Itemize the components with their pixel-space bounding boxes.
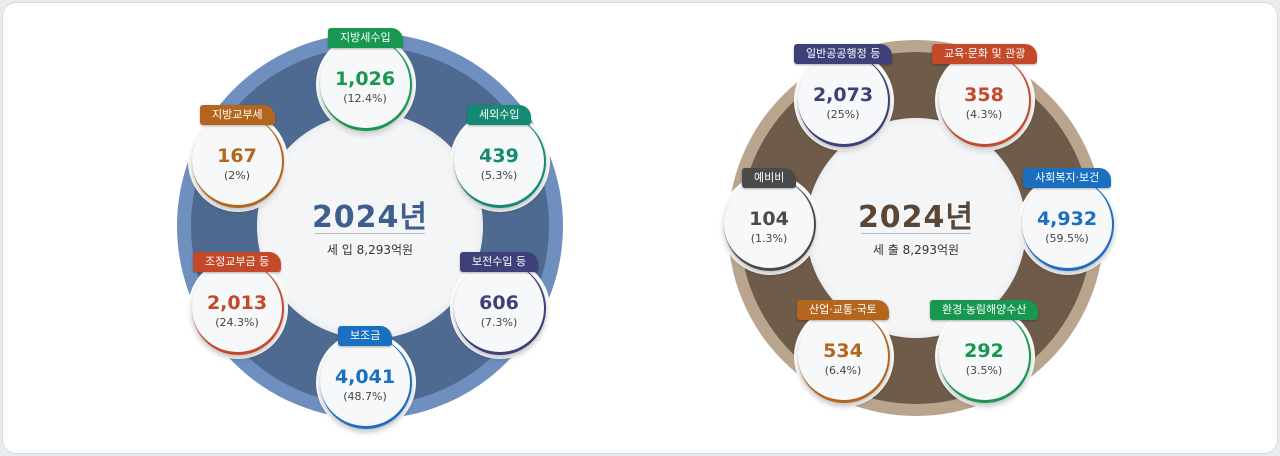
item-label-tag: 세외수입 (467, 105, 532, 125)
revenue-diagram: 2024년 세 입 8,293억원 1,026 (12.4%) 지방세수입 439 (… (177, 28, 563, 432)
item-percent: (2%) (223, 169, 251, 182)
item-value: 4,041 (334, 366, 396, 388)
revenue-center-disc (257, 113, 483, 339)
item-circle: 358 (4.3%) (939, 54, 1031, 147)
item-label-tag: 보조금 (338, 326, 393, 346)
revenue-total: 세 입 8,293억원 (326, 243, 414, 257)
item-circle: 4,041 (48.7%) (320, 336, 412, 429)
revenue-item: 439 (5.3%) 세외수입 (454, 105, 550, 211)
item-label-tag: 환경·농림해양수산 (930, 300, 1039, 320)
expenditure-item: 4,932 (59.5%) 사회복지·보건 (1022, 168, 1118, 274)
item-circle: 439 (5.3%) (454, 115, 546, 208)
revenue-item: 1,026 (12.4%) 지방세수입 (320, 28, 416, 134)
item-circle: 167 (2%) (192, 115, 284, 208)
item-label-tag: 조정교부금 등 (193, 252, 282, 272)
revenue-year: 2024년 (311, 200, 429, 235)
expenditure-item: 104 (1.3%) 예비비 (724, 168, 820, 274)
item-value: 1,026 (334, 68, 396, 90)
item-circle: 1,026 (12.4%) (320, 38, 412, 131)
item-circle: 606 (7.3%) (454, 262, 546, 355)
item-percent: (5.3%) (480, 169, 518, 182)
item-value: 292 (964, 340, 1004, 362)
item-percent: (3.5%) (965, 364, 1003, 377)
item-value: 606 (479, 292, 519, 314)
item-label-tag: 일반공공행정 등 (794, 44, 893, 64)
expenditure-item: 292 (3.5%) 환경·농림해양수산 (930, 300, 1039, 406)
item-label-tag: 보전수입 등 (460, 252, 539, 272)
expenditure-item: 2,073 (25%) 일반공공행정 등 (794, 44, 894, 150)
expenditure-total: 세 출 8,293억원 (872, 243, 960, 257)
item-label-tag: 지방세수입 (328, 28, 403, 48)
item-value: 358 (964, 84, 1004, 106)
item-label-tag: 교육·문화 및 관광 (932, 44, 1038, 64)
item-value: 4,932 (1036, 208, 1098, 230)
item-circle: 2,073 (25%) (798, 54, 890, 147)
item-percent: (59.5%) (1045, 232, 1089, 245)
item-value: 104 (749, 208, 789, 230)
item-percent: (1.3%) (750, 232, 788, 245)
item-value: 439 (479, 145, 519, 167)
item-label-tag: 사회복지·보건 (1023, 168, 1112, 188)
expenditure-item: 358 (4.3%) 교육·문화 및 관광 (932, 44, 1038, 150)
item-percent: (4.3%) (965, 108, 1003, 121)
item-value: 2,013 (206, 292, 268, 314)
item-value: 2,073 (812, 84, 874, 106)
item-value: 534 (823, 340, 863, 362)
item-circle: 4,932 (59.5%) (1022, 178, 1114, 271)
item-percent: (24.3%) (215, 316, 259, 329)
item-percent: (12.4%) (343, 92, 387, 105)
revenue-item: 167 (2%) 지방교부세 (192, 105, 288, 211)
expenditure-divider (861, 233, 971, 234)
revenue-item: 2,013 (24.3%) 조정교부금 등 (192, 252, 288, 358)
item-label-tag: 예비비 (742, 168, 797, 188)
revenue-item: 4,041 (48.7%) 보조금 (320, 326, 416, 432)
item-percent: (25%) (826, 108, 860, 121)
expenditure-item: 534 (6.4%) 산업·교통·국토 (797, 300, 894, 406)
revenue-item: 606 (7.3%) 보전수입 등 (454, 252, 550, 358)
item-circle: 104 (1.3%) (724, 178, 816, 271)
item-value: 167 (217, 145, 257, 167)
item-circle: 2,013 (24.3%) (192, 262, 284, 355)
item-percent: (6.4%) (824, 364, 862, 377)
item-percent: (7.3%) (480, 316, 518, 329)
expenditure-diagram: 2024년 세 출 8,293억원 2,073 (25%) 일반공공행정 등 358… (640, 0, 1280, 456)
item-label-tag: 산업·교통·국토 (797, 300, 889, 320)
item-percent: (48.7%) (343, 390, 387, 403)
item-label-tag: 지방교부세 (200, 105, 275, 125)
revenue-divider (315, 233, 425, 234)
item-circle: 534 (6.4%) (798, 310, 890, 403)
item-circle: 292 (3.5%) (939, 310, 1031, 403)
expenditure-year: 2024년 (857, 200, 975, 235)
